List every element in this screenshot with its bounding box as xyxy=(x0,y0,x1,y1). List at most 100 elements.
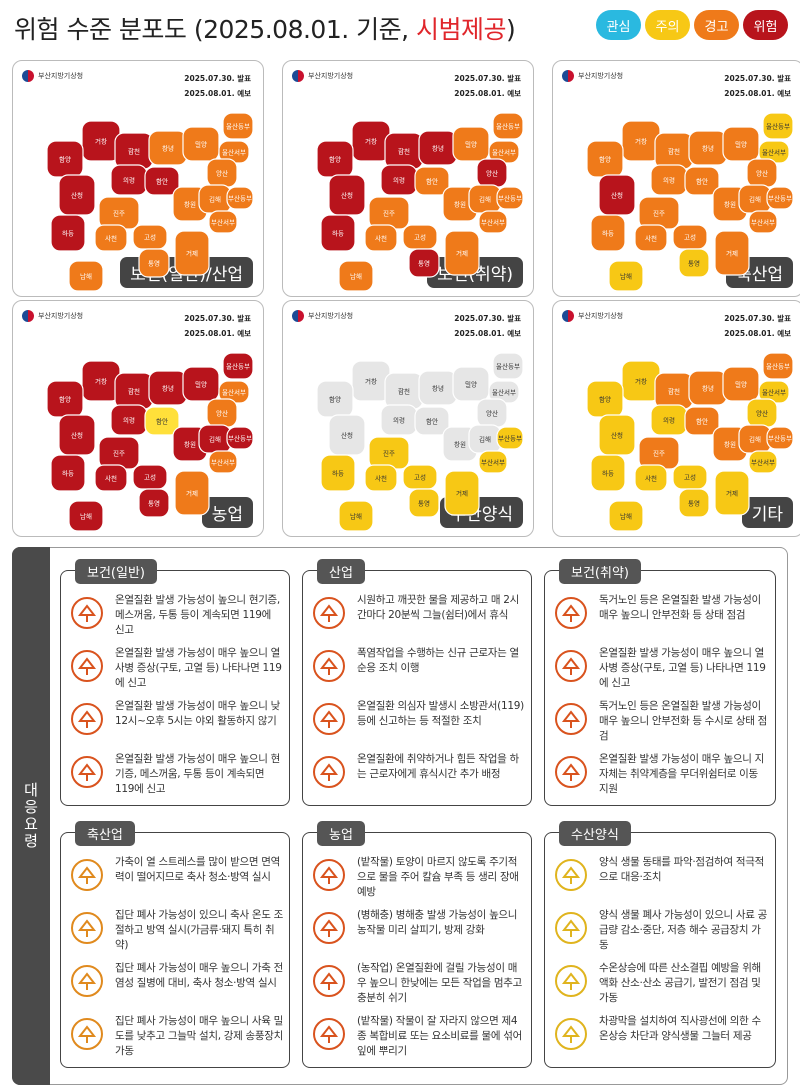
map-region xyxy=(492,112,524,140)
map-region xyxy=(222,352,254,380)
card-title: 산업 xyxy=(317,559,365,584)
guide-item-text: 집단 폐사 가능성이 있으니 축사 온도 조절하고 방역 실시(가금류·돼지 특… xyxy=(115,909,283,951)
region-name: 밀양 xyxy=(465,141,477,149)
map-region xyxy=(182,366,220,402)
region-name: 부산동부 xyxy=(768,434,792,443)
map-region xyxy=(478,210,508,234)
region-name: 합천 xyxy=(668,387,680,396)
government-emblem-icon xyxy=(562,310,574,322)
sun-water-icon xyxy=(313,597,345,629)
region-name: 진주 xyxy=(383,209,395,218)
government-emblem-icon xyxy=(292,310,304,322)
government-emblem-icon xyxy=(292,70,304,82)
region-name: 함안 xyxy=(696,177,708,186)
region-name: 창원 xyxy=(724,440,736,449)
guide-item-text: 집단 폐사 가능성이 매우 높으니 가축 전염성 질병에 대비, 축사 청소·방… xyxy=(115,962,283,989)
region-name: 김해 xyxy=(209,195,221,204)
region-name: 하동 xyxy=(62,229,74,238)
map-region xyxy=(94,224,128,252)
region-name: 통영 xyxy=(688,499,700,508)
map-region xyxy=(222,112,254,140)
region-name: 고성 xyxy=(684,233,696,242)
region-name: 울산동부 xyxy=(226,122,250,131)
region-name: 거제 xyxy=(456,489,468,498)
region-name: 고성 xyxy=(144,473,156,482)
crop-spray-icon xyxy=(313,1018,345,1050)
region-name: 부산동부 xyxy=(498,194,522,203)
agency-logo: 부산지방기상청 xyxy=(562,310,623,322)
region-name: 창원 xyxy=(184,200,196,209)
agency-name: 부산지방기상청 xyxy=(38,312,84,320)
region-name: 산청 xyxy=(611,191,623,200)
pest-spray-icon xyxy=(313,912,345,944)
map-region xyxy=(174,470,210,516)
map-dates: 2025.07.30. 발표 2025.08.01. 예보 xyxy=(724,71,791,101)
map-dates: 2025.07.30. 발표 2025.08.01. 예보 xyxy=(184,71,251,101)
map-region xyxy=(50,454,86,492)
map-label: 기타 xyxy=(741,497,793,528)
date-forecast: 2025.08.01. 예보 xyxy=(184,89,251,98)
region-name: 부산서부 xyxy=(481,458,505,467)
fish-search-icon xyxy=(555,859,587,891)
region-name: 함양 xyxy=(59,395,71,404)
agency-logo: 부산지방기상청 xyxy=(292,70,353,82)
region-name: 사천 xyxy=(645,234,657,243)
region-name: 창원 xyxy=(454,200,466,209)
agency-logo: 부산지방기상청 xyxy=(22,310,83,322)
region-name: 의령 xyxy=(393,176,405,185)
region-name: 합천 xyxy=(398,147,410,156)
region-name: 함양 xyxy=(599,395,611,404)
map-region xyxy=(496,186,524,210)
date-forecast: 2025.08.01. 예보 xyxy=(724,329,791,338)
guide-item-text: 독거노인 등은 온열질환 발생 가능성이 매우 높으니 안부전화 등 수시로 상… xyxy=(599,700,767,742)
region-name: 거제 xyxy=(726,489,738,498)
region-name: 김해 xyxy=(749,195,761,204)
region-name: 의령 xyxy=(663,416,675,425)
region-name: 남해 xyxy=(350,512,362,521)
agency-name: 부산지방기상청 xyxy=(578,72,624,80)
guide-item: 온열질환 발생 가능성이 매우 높으니 지자체는 취약계층을 무더위쉼터로 이동… xyxy=(551,752,769,797)
guide-item-text: (농작업) 온열질환에 걸릴 가능성이 매우 높으니 한낮에는 모든 작업을 멈… xyxy=(357,962,522,1004)
region-name: 울산동부 xyxy=(766,362,790,371)
map-region xyxy=(766,186,794,210)
date-forecast: 2025.08.01. 예보 xyxy=(184,329,251,338)
guide-item: (밭작물) 작물이 잘 자라지 않으면 제4종 복합비료 또는 요소비료를 물에… xyxy=(309,1014,525,1059)
region-name: 산청 xyxy=(341,431,353,440)
region-name: 김해 xyxy=(479,435,491,444)
guide-item: 온열질환에 취약하거나 힘든 작업을 하는 근로자에게 휴식시간 추가 배정 xyxy=(309,752,525,792)
region-name: 남해 xyxy=(620,512,632,521)
date-forecast: 2025.08.01. 예보 xyxy=(454,329,521,338)
region-name: 남해 xyxy=(80,272,92,281)
guide-card: 농업 (밭작물) 토양이 마르지 않도록 주기적으로 물을 주어 칼슘 부족 등… xyxy=(302,821,532,1068)
region-name: 거창 xyxy=(365,137,377,146)
guide-item: 온열질환 발생 가능성이 매우 높으니 열사병 증상(구토, 고열 등) 나타나… xyxy=(551,646,769,691)
map-region xyxy=(364,224,398,252)
map-region xyxy=(182,126,220,162)
guide-item: 가축이 열 스트레스를 많이 받으면 면역력이 떨어지므로 축사 청소·방역 실… xyxy=(67,855,283,895)
map-region xyxy=(50,214,86,252)
region-name: 울산동부 xyxy=(496,362,520,371)
guide-item: 독거노인 등은 온열질환 발생 가능성이 매우 높으니 안부전화 등 상태 점검 xyxy=(551,593,769,633)
region-name: 울산동부 xyxy=(226,362,250,371)
helper-elder-icon xyxy=(555,756,587,788)
guide-item-text: 양식 생물 동태를 파악·점검하여 적극적으로 대응·조치 xyxy=(599,856,764,883)
worker-sun-icon xyxy=(313,650,345,682)
region-name: 양산 xyxy=(486,409,498,418)
guide-card: 보건(일반) 온열질환 발생 가능성이 높으니 현기증, 메스꺼움, 두통 등이… xyxy=(60,559,290,806)
fish-shade-icon xyxy=(555,1018,587,1050)
region-name: 밀양 xyxy=(195,141,207,149)
guide-item-text: (밭작물) 작물이 잘 자라지 않으면 제4종 복합비료 또는 요소비료를 물에… xyxy=(357,1015,522,1057)
phone-cross-icon xyxy=(71,597,103,629)
region-name: 하동 xyxy=(602,469,614,478)
guide-item-text: 온열질환 발생 가능성이 높으니 현기증, 메스꺼움, 두통 등이 계속되면 1… xyxy=(115,594,280,636)
guide-item: 시원하고 깨끗한 물을 제공하고 매 2시간마다 20분씩 그늘(쉼터)에서 휴… xyxy=(309,593,525,633)
map-region xyxy=(766,426,794,450)
map-region xyxy=(208,450,238,474)
region-name: 사천 xyxy=(375,474,387,483)
region-name: 진주 xyxy=(653,209,665,218)
map-region xyxy=(590,454,626,492)
region-name: 거창 xyxy=(95,137,107,146)
